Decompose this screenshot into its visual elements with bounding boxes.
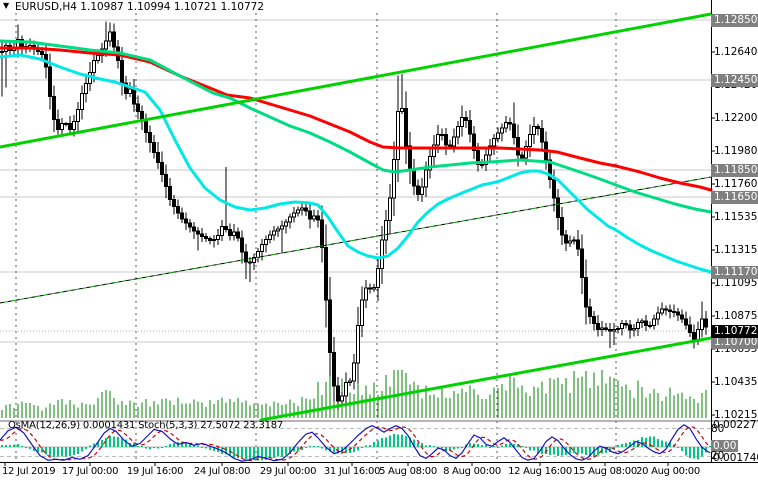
date-label: 17 Jul 00:00 [61, 466, 119, 477]
price-level-label: 1.12450 [711, 73, 758, 87]
price-level-label: 1.11650 [711, 190, 758, 204]
chart-menu-icon[interactable]: ▼ [3, 1, 10, 10]
stoch-d-line [0, 426, 711, 462]
indicator-axis-label: 80 [711, 423, 725, 435]
ma-green [0, 39, 713, 214]
price-tick-label: 1.10215 [714, 409, 758, 421]
channel-upper [0, 12, 713, 149]
price-tick-label: 1.11315 [714, 244, 758, 256]
price-level-label: 1.11850 [711, 163, 758, 177]
date-label: 5 Aug 08:00 [379, 466, 437, 477]
price-tick-label: 1.11980 [714, 145, 758, 157]
date-label: 29 Jul 00:00 [259, 466, 317, 477]
price-tick-label: 1.12640 [714, 46, 758, 58]
symbol-ohlc-text: EURUSD,H4 1.10987 1.10994 1.10721 1.1077… [15, 1, 264, 13]
volume-bars [1, 370, 707, 418]
price-level-label: 1.12850 [711, 13, 758, 27]
date-label: 8 Aug 00:00 [443, 466, 501, 477]
price-level-label: 1.10700 [711, 335, 758, 349]
ma-red [0, 46, 713, 192]
price-tick-label: 1.12200 [714, 112, 758, 124]
price-tick-label: 1.11760 [714, 178, 758, 190]
date-label: 12 Jul 2019 [2, 466, 56, 477]
price-level-label: 1.11170 [711, 265, 758, 279]
price-tick-label: 1.10875 [714, 310, 758, 322]
trendline-dashed [0, 176, 712, 304]
grid-levels [0, 19, 711, 343]
current-price-label: 1.10772 [711, 324, 758, 338]
date-label: 12 Aug 16:00 [508, 466, 572, 477]
indicator-axis-label: 0.0022773 [713, 419, 758, 431]
indicator-axis-label: 20 [711, 450, 725, 462]
price-tick-label: 1.11535 [714, 211, 758, 223]
price-tick-label: 1.11095 [714, 277, 758, 289]
date-label: 19 Jul 16:00 [126, 466, 184, 477]
date-label: 15 Aug 08:00 [573, 466, 637, 477]
date-label: 20 Aug 00:00 [636, 466, 700, 477]
stoch-k-line [0, 424, 711, 462]
indicator-label: OsMA(12,26,9) 0.0001431 Stoch(5,3,3) 27.… [8, 420, 284, 431]
axis-frame [0, 0, 758, 466]
ma-cyan [0, 53, 713, 274]
indicator-axis-label: 0.00 [711, 440, 739, 452]
price-tick-label: 1.10435 [714, 376, 758, 388]
date-label: 31 Jul 16:00 [323, 466, 381, 477]
date-label: 24 Jul 08:00 [193, 466, 251, 477]
indicator-axis-label: 0.001740 [713, 452, 758, 464]
channel-lower [259, 336, 713, 422]
